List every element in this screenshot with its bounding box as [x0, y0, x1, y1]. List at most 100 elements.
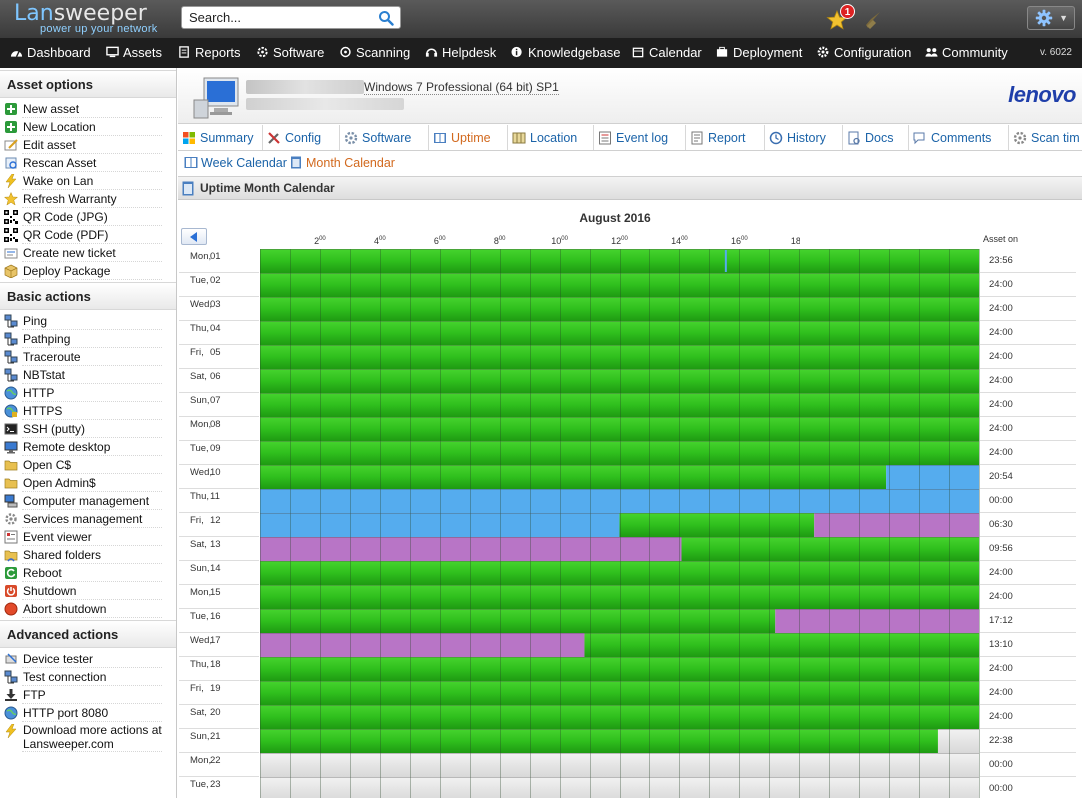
uptime-segment-online [681, 537, 979, 561]
previous-month-button[interactable] [181, 228, 207, 245]
sidebar-action-qr-code-pdf[interactable]: QR Code (PDF) [0, 226, 176, 244]
nav-assets[interactable]: Assets [106, 38, 162, 68]
day-label: Mon,15 [179, 585, 259, 609]
sidebar-action-shared-folders[interactable]: Shared folders [0, 546, 176, 564]
day-of-week: Tue, [190, 275, 209, 286]
day-number: 21 [210, 731, 221, 742]
search-input[interactable] [182, 7, 372, 28]
sidebar-action-new-location[interactable]: New Location [0, 118, 176, 136]
hour-label-number: 14 [671, 236, 681, 246]
sidebar-action-ssh-putty[interactable]: SSH (putty) [0, 420, 176, 438]
rescan-icon [5, 157, 17, 169]
tab-software[interactable]: Software [340, 125, 429, 150]
sidebar-action-create-new-ticket[interactable]: Create new ticket [0, 244, 176, 262]
sidebar-action-traceroute[interactable]: Traceroute [0, 348, 176, 366]
nav-scanning[interactable]: Scanning [339, 38, 410, 68]
software-icon [344, 131, 358, 145]
hour-label-number: 18 [791, 236, 800, 246]
broom-icon[interactable] [864, 10, 884, 30]
sidebar-action-device-tester[interactable]: Device tester [0, 650, 176, 668]
tab-report[interactable]: Report [686, 125, 765, 150]
sidebar-action-label: SSH (putty) [23, 422, 86, 436]
helpdesk-icon [425, 48, 438, 57]
search-icon[interactable] [378, 10, 394, 26]
sidebar-action-wake-on-lan[interactable]: Wake on Lan [0, 172, 176, 190]
sidebar-action-label: Open C$ [23, 458, 72, 472]
tab-uptime[interactable]: Uptime [429, 125, 508, 150]
event-viewer-icon [4, 530, 18, 544]
sidebar-action-abort-shutdown[interactable]: Abort shutdown [0, 600, 176, 618]
settings-button[interactable]: ▼ [1027, 6, 1075, 30]
sidebar-action-http-port-8080[interactable]: HTTP port 8080 [0, 704, 176, 722]
tab-history[interactable]: History [765, 125, 843, 150]
calendar-page-icon [182, 181, 194, 196]
chevron-down-icon: ▼ [1059, 13, 1068, 23]
nav-configuration[interactable]: Configuration [817, 38, 911, 68]
sidebar-action-event-viewer[interactable]: Event viewer [0, 528, 176, 546]
nav-deployment[interactable]: Deployment [716, 38, 802, 68]
uptime-segment-future [937, 729, 979, 753]
day-label: Tue,09 [179, 441, 259, 465]
tab-location[interactable]: Location [508, 125, 594, 150]
nav-knowledgebase[interactable]: Knowledgebase [511, 38, 621, 68]
sidebar-action-ping[interactable]: Ping [0, 312, 176, 330]
uptime-total: 17:12 [980, 609, 1076, 633]
software-icon [257, 46, 268, 58]
hour-label: 1800 [791, 236, 800, 246]
sidebar-action-open-admin[interactable]: Open Admin$ [0, 474, 176, 492]
subtab-week-calendar[interactable]: Week Calendar [183, 154, 287, 172]
sidebar-action-shutdown[interactable]: Shutdown [0, 582, 176, 600]
sidebar-action-rescan-asset[interactable]: Rescan Asset [0, 154, 176, 172]
os-link[interactable]: Windows 7 Professional (64 bit) SP1 [364, 80, 559, 95]
sidebar-action-nbtstat[interactable]: NBTstat [0, 366, 176, 384]
nav-label: Helpdesk [442, 45, 497, 60]
nav-calendar[interactable]: Calendar [632, 38, 702, 68]
tab-config[interactable]: Config [263, 125, 340, 150]
sidebar-action-reboot[interactable]: Reboot [0, 564, 176, 582]
sidebar-action-computer-management[interactable]: Computer management [0, 492, 176, 510]
lansweeper-logo[interactable]: Lansweeper power up your network [14, 2, 157, 36]
tab-label: Scan tim [1031, 131, 1080, 145]
hour-label-number: 12 [611, 236, 621, 246]
nav-software[interactable]: Software [256, 38, 324, 68]
sidebar-action-ftp[interactable]: FTP [0, 686, 176, 704]
sidebar-action-http[interactable]: HTTP [0, 384, 176, 402]
sidebar-action-services-management[interactable]: Services management [0, 510, 176, 528]
hour-label-minutes: 00 [621, 236, 628, 242]
sidebar-action-https[interactable]: HTTPS [0, 402, 176, 420]
sidebar-action-qr-code-jpg[interactable]: QR Code (JPG) [0, 208, 176, 226]
tab-event-log[interactable]: Event log [594, 125, 686, 150]
sidebar-action-deploy-package[interactable]: Deploy Package [0, 262, 176, 280]
sidebar-action-refresh-warranty[interactable]: Refresh Warranty [0, 190, 176, 208]
sidebar-action-edit-asset[interactable]: Edit asset [0, 136, 176, 154]
sidebar-action-open-c[interactable]: Open C$ [0, 456, 176, 474]
calendar-icon [632, 47, 644, 58]
uptime-segment-online [260, 585, 979, 609]
edit-icon [4, 139, 18, 151]
nav-dashboard[interactable]: Dashboard [10, 38, 91, 68]
tab-comments[interactable]: Comments [909, 125, 1009, 150]
day-label: Mon,08 [179, 417, 259, 441]
day-label: Sat, 20 [179, 705, 259, 729]
sidebar-action-test-connection[interactable]: Test connection [0, 668, 176, 686]
nav-label: Deployment [733, 45, 803, 60]
tab-docs[interactable]: Docs [843, 125, 909, 150]
asset-header: Windows 7 Professional (64 bit) SP1 leno… [178, 68, 1082, 124]
subtab-month-calendar[interactable]: Month Calendar [288, 154, 395, 172]
nav-community[interactable]: Community [925, 38, 1008, 68]
tab-summary[interactable]: Summary [178, 125, 263, 150]
hour-label-minutes: 00 [379, 236, 386, 242]
uptime-segment-offline [260, 513, 620, 537]
nav-label: Scanning [356, 45, 411, 60]
nav-reports[interactable]: Reports [178, 38, 241, 68]
calendar-title: August 2016 [579, 211, 651, 225]
sidebar-action-remote-desktop[interactable]: Remote desktop [0, 438, 176, 456]
hour-label: 1000 [551, 236, 568, 246]
sidebar-action-download-more-actions-at-lansweeper-com[interactable]: Download more actions at Lansweeper.com [0, 722, 176, 752]
nav-helpdesk[interactable]: Helpdesk [425, 38, 496, 68]
manufacturer-logo: lenovo [1008, 82, 1076, 107]
tab-scan-time[interactable]: Scan tim [1009, 125, 1082, 150]
uptime-total: 23:56 [980, 249, 1076, 273]
sidebar-action-pathping[interactable]: Pathping [0, 330, 176, 348]
sidebar-action-new-asset[interactable]: New asset [0, 100, 176, 118]
